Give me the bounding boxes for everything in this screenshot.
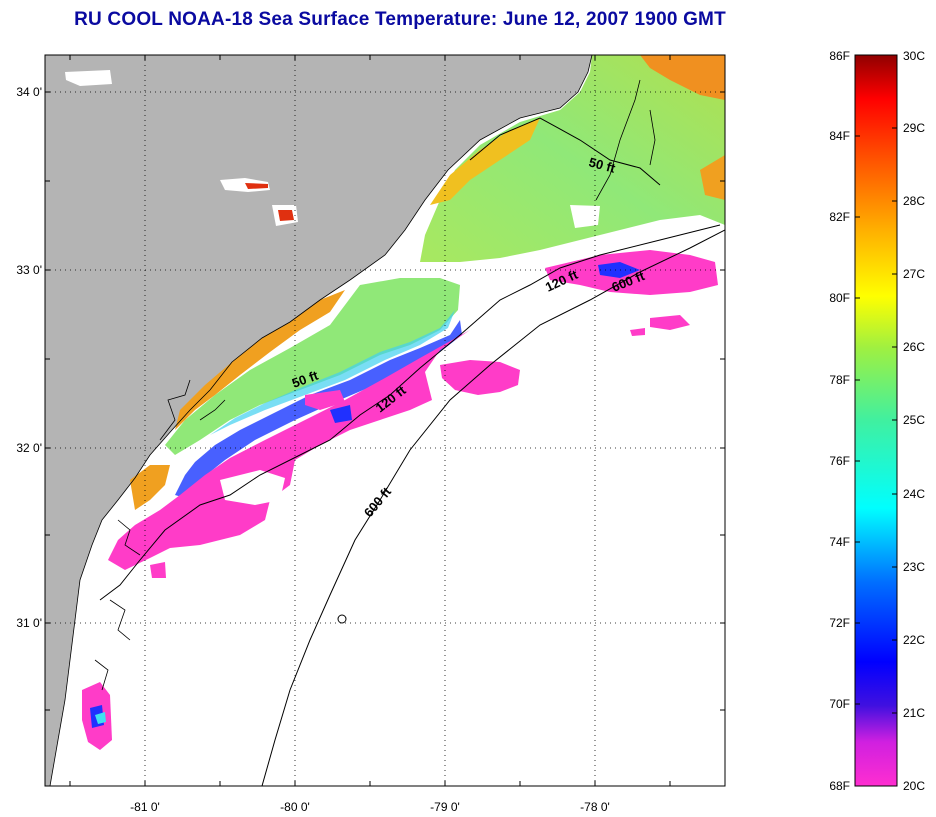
contour-600ft-seamount bbox=[337, 614, 347, 624]
colorbar-c-label: 23C bbox=[903, 560, 925, 574]
colorbar-c-label: 28C bbox=[903, 194, 925, 208]
colorbar-c-label: 30C bbox=[903, 49, 925, 63]
colorbar-c-label: 27C bbox=[903, 267, 925, 281]
colorbar-c-label: 21C bbox=[903, 706, 925, 720]
colorbar-f-label: 78F bbox=[829, 373, 850, 387]
colorbar-f-label: 76F bbox=[829, 454, 850, 468]
contour-50ft-north bbox=[469, 117, 661, 186]
lat-label: 32 0' bbox=[16, 441, 42, 455]
colorbar-c-label: 24C bbox=[903, 487, 925, 501]
colorbar-c-label: 26C bbox=[903, 340, 925, 354]
sst-cold-core bbox=[330, 405, 352, 423]
sst-cold-upwelling bbox=[108, 330, 470, 570]
inland-lake-warm bbox=[278, 210, 294, 221]
bathymetry-contours bbox=[99, 117, 725, 786]
lat-label: 33 0' bbox=[16, 263, 42, 277]
colorbar: 86F 84F 82F 80F 78F 76F 74F 72F 70F 68F … bbox=[829, 49, 925, 793]
sst-north-warm-corner bbox=[640, 55, 725, 100]
colorbar-c-labels: 30C 29C 28C 27C 26C 25C 24C 23C 22C 21C … bbox=[903, 49, 925, 793]
colorbar-ticks bbox=[855, 127, 897, 714]
cloud-gap bbox=[570, 205, 600, 228]
sst-cyan-fringe bbox=[95, 712, 106, 724]
colorbar-f-label: 70F bbox=[829, 697, 850, 711]
coastline bbox=[49, 55, 656, 786]
map-frame bbox=[44, 54, 726, 787]
lat-label: 31 0' bbox=[16, 616, 42, 630]
lon-label: -80 0' bbox=[280, 800, 310, 814]
colorbar-f-label: 74F bbox=[829, 535, 850, 549]
colorbar-gradient bbox=[855, 55, 897, 786]
colorbar-f-label: 80F bbox=[829, 291, 850, 305]
lon-label: -79 0' bbox=[430, 800, 460, 814]
sst-cold-patch bbox=[150, 562, 166, 578]
sst-cold-patch bbox=[630, 328, 645, 336]
contour-600ft bbox=[261, 229, 725, 786]
inland-lake bbox=[65, 70, 112, 86]
colorbar-c-label: 22C bbox=[903, 633, 925, 647]
lat-label: 34 0' bbox=[16, 85, 42, 99]
sst-south-warm bbox=[130, 465, 170, 510]
colorbar-f-label: 68F bbox=[829, 779, 850, 793]
latitude-labels: 34 0' 33 0' 32 0' 31 0' bbox=[16, 85, 42, 630]
colorbar-c-label: 20C bbox=[903, 779, 925, 793]
contour-120ft bbox=[99, 224, 721, 601]
graticule bbox=[45, 55, 725, 786]
inland-lake-warm bbox=[245, 183, 268, 189]
colorbar-f-label: 82F bbox=[829, 210, 850, 224]
colorbar-f-label: 72F bbox=[829, 616, 850, 630]
coastline-estuaries bbox=[94, 379, 226, 691]
sst-central-warm bbox=[175, 290, 345, 430]
coastline-inland-river bbox=[595, 79, 656, 201]
cloud-gap bbox=[220, 470, 285, 505]
sst-cold-upwelling-east bbox=[440, 360, 520, 395]
map-title: RU COOL NOAA-18 Sea Surface Temperature:… bbox=[74, 9, 726, 30]
land-mass bbox=[45, 55, 592, 786]
lon-label: -78 0' bbox=[580, 800, 610, 814]
sst-central-shelf bbox=[165, 278, 460, 455]
longitude-labels: -81 0' -80 0' -79 0' -78 0' bbox=[130, 800, 610, 814]
sst-cold-patch bbox=[305, 390, 345, 410]
sst-north-shelf bbox=[420, 55, 725, 262]
colorbar-f-labels: 86F 84F 82F 80F 78F 76F 74F 72F 70F 68F bbox=[829, 49, 850, 793]
contour-label: 50 ft bbox=[587, 154, 617, 176]
sst-cyan-fringe bbox=[210, 310, 455, 435]
lon-label: -81 0' bbox=[130, 800, 160, 814]
colorbar-f-label: 84F bbox=[829, 129, 850, 143]
sst-north-warm-coast bbox=[430, 118, 540, 205]
sst-cold-patch bbox=[650, 315, 690, 330]
frame-ticks bbox=[45, 55, 725, 786]
map-area: 50 ft 50 ft 120 ft 120 ft 600 ft 600 ft bbox=[45, 55, 725, 786]
sst-north-warm-right bbox=[700, 155, 725, 200]
sst-cold-core bbox=[598, 262, 640, 278]
coastline-path bbox=[49, 55, 593, 786]
colorbar-f-label: 86F bbox=[829, 49, 850, 63]
colorbar-c-label: 25C bbox=[903, 413, 925, 427]
colorbar-c-label: 29C bbox=[903, 121, 925, 135]
